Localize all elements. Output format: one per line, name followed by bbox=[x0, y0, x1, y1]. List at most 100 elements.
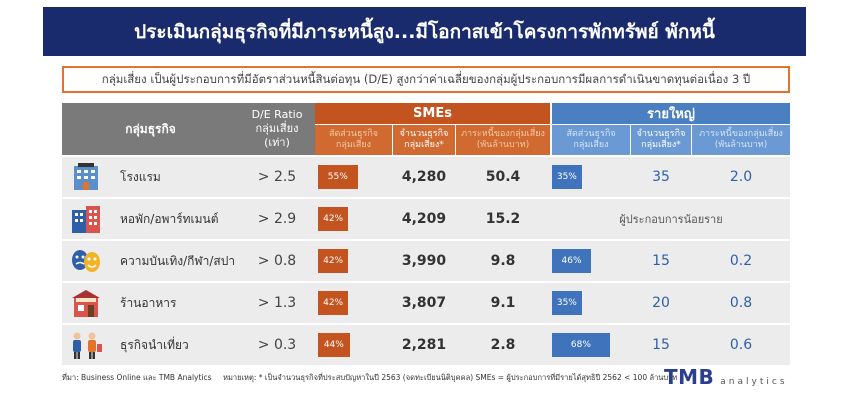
header-big-share: สัดส่วนธุรกิจ กลุ่มเสี่ยง bbox=[552, 125, 630, 155]
big-debt-value: 2.0 bbox=[729, 169, 753, 185]
big-share-track: 68% bbox=[552, 333, 637, 357]
sme-share-track: 42% bbox=[318, 207, 390, 231]
table-row: ร้านอาหาร > 1.3 42% 3,807 9.1 35% 20 0.8 bbox=[62, 283, 790, 323]
header-de-unit-label: (เท่า) bbox=[264, 136, 290, 149]
apartment-icon bbox=[72, 206, 100, 233]
sme-share-bar: 44% bbox=[318, 333, 350, 357]
header-sme-count-line2: กลุ่มเสี่ยง* bbox=[404, 140, 444, 150]
title-banner: ประเมินกลุ่มธุรกิจที่มีภาระหนี้สูง...มีโ… bbox=[43, 7, 806, 56]
big-share-label: 68% bbox=[570, 340, 591, 350]
sme-debt-value: 9.1 bbox=[490, 295, 516, 311]
header-left-background bbox=[62, 103, 315, 155]
table-row: หอพัก/อพาร์ทเมนต์ > 2.9 42% 4,209 15.2 ผ… bbox=[62, 199, 790, 239]
header-big-count-line1: จำนวนธุรกิจ bbox=[636, 129, 686, 139]
header-big-share-line1: สัดส่วนธุรกิจ bbox=[566, 129, 616, 139]
big-share-label: 35% bbox=[556, 172, 577, 182]
de-ratio-value: > 2.9 bbox=[257, 211, 297, 227]
table-row: ความบันเทิง/กีฬา/สปา > 0.8 42% 3,990 9.8… bbox=[62, 241, 790, 281]
sme-share-label: 42% bbox=[323, 214, 344, 224]
table-row: ธุรกิจนำเที่ยว > 0.3 44% 2,281 2.8 68% 1… bbox=[62, 325, 790, 365]
sme-share-label: 55% bbox=[327, 172, 348, 182]
header-sme-debt-line2: (พันล้านบาท) bbox=[476, 140, 530, 150]
header-big-debt: ภาระหนี้ของกลุ่มเสี่ยง (พันล้านบาท) bbox=[692, 125, 790, 155]
header-de-ratio-label: D/E Ratio bbox=[251, 108, 303, 121]
de-ratio-value: > 2.5 bbox=[257, 169, 297, 185]
header-sme-share: สัดส่วนธุรกิจ กลุ่มเสี่ยง bbox=[315, 125, 392, 155]
header-big-debt-line2: (พันล้านบาท) bbox=[714, 140, 768, 150]
tmb-analytics-logo: TMB analytics bbox=[664, 365, 788, 389]
header-big-debt-line1: ภาระหนี้ของกลุ่มเสี่ยง bbox=[699, 129, 783, 139]
header-smes: SMEs bbox=[315, 103, 550, 124]
big-share-track: 35% bbox=[552, 291, 637, 315]
sme-debt-value: 50.4 bbox=[485, 169, 521, 185]
header-sme-debt-line1: ภาระหนี้ของกลุ่มเสี่ยง bbox=[461, 129, 545, 139]
sme-debt-value: 9.8 bbox=[490, 253, 516, 269]
source-note: ที่มา: Business Online และ TMB Analytics bbox=[62, 373, 212, 382]
row-label: ร้านอาหาร bbox=[120, 295, 177, 310]
header-sme-count-line1: จำนวนธุรกิจ bbox=[399, 129, 449, 139]
header-sme-debt: ภาระหนี้ของกลุ่มเสี่ยง (พันล้านบาท) bbox=[456, 125, 550, 155]
subtitle-box: กลุ่มเสี่ยง เป็นผู้ประกอบการที่มีอัตราส่… bbox=[62, 66, 790, 93]
sme-debt-value: 15.2 bbox=[485, 211, 521, 227]
de-ratio-value: > 0.3 bbox=[257, 337, 297, 353]
entertainment-icon bbox=[72, 250, 100, 272]
sme-share-track: 55% bbox=[318, 165, 390, 189]
big-share-bar: 46% bbox=[552, 249, 592, 273]
few-operators-note: ผู้ประกอบการน้อยราย bbox=[619, 213, 723, 226]
sme-share-track: 42% bbox=[318, 249, 390, 273]
big-debt-value: 0.6 bbox=[729, 337, 753, 353]
sme-share-bar: 42% bbox=[318, 291, 349, 315]
footnote: หมายเหตุ: * เป็นจำนวนธุรกิจที่ประสบปัญหา… bbox=[223, 373, 678, 382]
big-share-bar: 35% bbox=[552, 165, 582, 189]
big-share-track: 35% bbox=[552, 165, 637, 189]
subtitle-text: กลุ่มเสี่ยง เป็นผู้ประกอบการที่มีอัตราส่… bbox=[101, 71, 751, 86]
tourism-icon bbox=[73, 332, 102, 359]
header-de-ratio: D/E Ratio กลุ่มเสี่ยง (เท่า) bbox=[239, 103, 315, 155]
sme-debt-value: 2.8 bbox=[490, 337, 516, 353]
sme-share-track: 42% bbox=[318, 291, 390, 315]
big-count-value: 15 bbox=[652, 337, 670, 353]
big-share-track: 46% bbox=[552, 249, 637, 273]
header-business-group: กลุ่มธุรกิจ bbox=[125, 121, 176, 136]
row-label: หอพัก/อพาร์ทเมนต์ bbox=[120, 211, 219, 226]
sme-count-value: 3,990 bbox=[401, 253, 447, 269]
big-debt-value: 0.8 bbox=[729, 295, 753, 311]
big-share-bar: 35% bbox=[552, 291, 582, 315]
header-big-count: จำนวนธุรกิจ กลุ่มเสี่ยง* bbox=[631, 125, 691, 155]
sme-share-label: 42% bbox=[323, 298, 344, 308]
logo-analytics-text: analytics bbox=[720, 377, 788, 387]
header-sme-share-line2: กลุ่มเสี่ยง bbox=[335, 140, 372, 150]
sme-share-bar: 42% bbox=[318, 249, 349, 273]
page-title: ประเมินกลุ่มธุรกิจที่มีภาระหนี้สูง...มีโ… bbox=[134, 20, 715, 43]
logo-tmb-text: TMB bbox=[664, 365, 715, 389]
header-big-count-line2: กลุ่มเสี่ยง* bbox=[641, 140, 681, 150]
big-count-value: 20 bbox=[652, 295, 670, 311]
big-share-label: 46% bbox=[561, 256, 582, 266]
de-ratio-value: > 0.8 bbox=[257, 253, 297, 269]
row-label: ความบันเทิง/กีฬา/สปา bbox=[120, 253, 236, 268]
sme-count-value: 2,281 bbox=[401, 337, 447, 353]
big-count-value: 15 bbox=[652, 253, 670, 269]
row-label: ธุรกิจนำเที่ยว bbox=[120, 337, 189, 352]
sme-share-track: 44% bbox=[318, 333, 390, 357]
sme-share-bar: 42% bbox=[318, 207, 349, 231]
sme-share-label: 42% bbox=[323, 256, 344, 266]
header-big-share-line2: กลุ่มเสี่ยง bbox=[573, 140, 609, 150]
header-sme-count: จำนวนธุรกิจ กลุ่มเสี่ยง* bbox=[393, 125, 455, 155]
sme-share-label: 44% bbox=[323, 340, 344, 350]
table-row: โรงแรม > 2.5 55% 4,280 50.4 35% 35 2.0 bbox=[62, 157, 790, 197]
big-share-label: 35% bbox=[556, 298, 577, 308]
big-share-bar: 68% bbox=[552, 333, 610, 357]
big-count-value: 35 bbox=[652, 169, 670, 185]
sme-count-value: 3,807 bbox=[401, 295, 447, 311]
restaurant-icon bbox=[72, 290, 100, 317]
big-debt-value: 0.2 bbox=[729, 253, 753, 269]
row-label: โรงแรม bbox=[120, 169, 161, 184]
header-large-enterprises: รายใหญ่ bbox=[552, 103, 790, 124]
hotel-icon bbox=[74, 163, 98, 190]
de-ratio-value: > 1.3 bbox=[257, 295, 297, 311]
header-sme-share-line1: สัดส่วนธุรกิจ bbox=[328, 129, 379, 139]
header-de-risk-label: กลุ่มเสี่ยง bbox=[255, 122, 299, 135]
sme-count-value: 4,209 bbox=[401, 211, 447, 227]
sme-count-value: 4,280 bbox=[401, 169, 447, 185]
